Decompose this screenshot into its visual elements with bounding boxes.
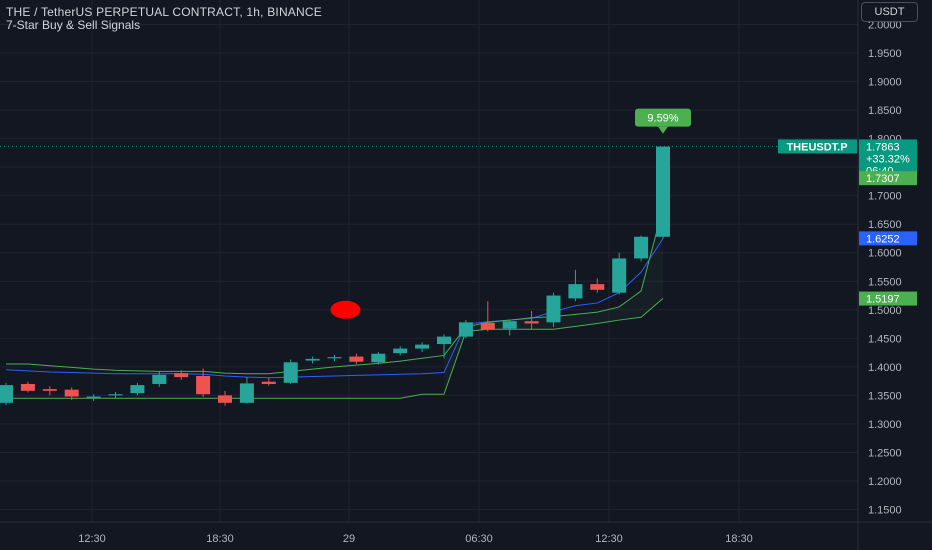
candle[interactable] xyxy=(86,396,101,399)
candle[interactable] xyxy=(130,385,145,394)
price-tick-label: 1.9000 xyxy=(868,77,902,89)
symbol-tag-text: THEUSDT.P xyxy=(786,141,847,153)
axis-label-green-line-lower-text: 1.5197 xyxy=(866,294,900,306)
candle[interactable] xyxy=(305,358,320,361)
time-tick-label: 12:30 xyxy=(595,533,623,545)
time-tick-label: 29 xyxy=(343,533,355,545)
candle[interactable] xyxy=(480,322,495,330)
candle[interactable] xyxy=(371,353,386,363)
candle[interactable] xyxy=(283,362,298,383)
candle[interactable] xyxy=(20,383,35,391)
candle[interactable] xyxy=(393,348,408,354)
axis-label-blue-line-text: 1.6252 xyxy=(866,233,900,245)
symbol-tag[interactable] xyxy=(778,139,857,154)
price-tick-label: 1.3000 xyxy=(868,419,902,431)
candle[interactable] xyxy=(524,321,539,324)
candle[interactable] xyxy=(568,284,583,299)
axis-label-green-line-upper[interactable] xyxy=(859,171,917,186)
candle[interactable] xyxy=(612,258,627,293)
price-tick-label: 1.8500 xyxy=(868,105,902,117)
axis-label-blue-line[interactable] xyxy=(859,231,917,246)
axis-label-green-line-lower[interactable] xyxy=(859,291,917,306)
candle[interactable] xyxy=(349,356,364,362)
candle[interactable] xyxy=(108,394,123,396)
candle[interactable] xyxy=(42,389,57,391)
candle[interactable] xyxy=(239,383,254,403)
time-tick-label: 12:30 xyxy=(78,533,106,545)
price-tick-label: 1.5000 xyxy=(868,305,902,317)
candle[interactable] xyxy=(196,375,211,395)
candle[interactable] xyxy=(0,385,13,403)
chart-title[interactable]: THE / TetherUS PERPETUAL CONTRACT, 1h, B… xyxy=(6,5,322,19)
currency-button[interactable]: USDT xyxy=(861,2,918,22)
price-tick-label: 1.4000 xyxy=(868,362,902,374)
candle[interactable] xyxy=(634,236,649,259)
price-tick-label: 2.0000 xyxy=(868,20,902,32)
last-price-last-price: 1.7863 xyxy=(866,141,900,153)
candle[interactable] xyxy=(656,146,670,237)
candle[interactable] xyxy=(590,284,605,290)
candle[interactable] xyxy=(327,357,342,359)
candle[interactable] xyxy=(174,373,189,378)
candle[interactable] xyxy=(218,395,232,403)
indicator-name[interactable]: 7-Star Buy & Sell Signals xyxy=(6,18,141,32)
candle[interactable] xyxy=(502,321,517,329)
price-tick-label: 1.3500 xyxy=(868,390,902,402)
signal-dot[interactable] xyxy=(330,300,361,319)
signal-label-pointer xyxy=(658,126,668,134)
price-tick-label: 1.1500 xyxy=(868,505,902,517)
candle[interactable] xyxy=(437,336,451,345)
candle[interactable] xyxy=(261,381,276,384)
price-tick-label: 1.2500 xyxy=(868,447,902,459)
candle[interactable] xyxy=(415,344,430,349)
price-tick-label: 1.7000 xyxy=(868,191,902,203)
price-tick-label: 1.2000 xyxy=(868,476,902,488)
last-price-change: +33.32% xyxy=(866,153,910,165)
time-tick-label: 18:30 xyxy=(206,533,234,545)
signal-label-box[interactable] xyxy=(635,108,691,127)
price-tick-label: 1.6500 xyxy=(868,219,902,231)
time-tick-label: 06:30 xyxy=(465,533,493,545)
indicator-line-green-upper xyxy=(6,207,664,375)
candle[interactable] xyxy=(64,389,79,397)
price-tick-label: 1.4500 xyxy=(868,333,902,345)
price-tick-label: 1.5500 xyxy=(868,276,902,288)
axis-label-green-line-upper-text: 1.7307 xyxy=(866,173,900,185)
signal-label-text: 9.59% xyxy=(647,113,678,125)
price-tick-label: 1.9500 xyxy=(868,48,902,60)
candle[interactable] xyxy=(546,295,561,323)
time-tick-label: 18:30 xyxy=(725,533,753,545)
candle[interactable] xyxy=(152,374,167,384)
price-tick-label: 1.6000 xyxy=(868,248,902,260)
candle[interactable] xyxy=(458,322,473,337)
